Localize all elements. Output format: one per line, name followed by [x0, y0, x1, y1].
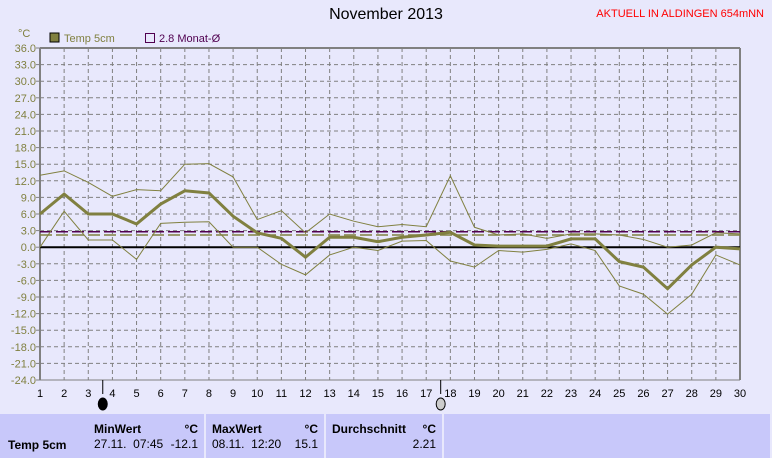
y-tick-label: 30.0	[15, 76, 36, 88]
max-value: 15.1	[294, 437, 318, 451]
x-tick-label: 25	[613, 388, 625, 400]
x-tick-label: 21	[517, 388, 529, 400]
min-cell: MinWert °C 27.11. 07:45 -12.1	[88, 414, 206, 458]
x-tick-label: 22	[541, 388, 553, 400]
mean-line	[39, 189, 741, 291]
x-tick-label: 16	[396, 388, 408, 400]
y-tick-label: -24.0	[11, 375, 36, 387]
x-tick-label: 2	[61, 388, 67, 400]
max-line	[39, 163, 741, 248]
x-tick-label: 7	[182, 388, 188, 400]
x-tick-label: 30	[734, 388, 746, 400]
temperature-chart: 36.033.030.027.024.021.018.015.012.09.06…	[11, 28, 746, 411]
avg-cell: Durchschnitt °C 2.21	[326, 414, 444, 458]
legend-swatch-average	[145, 33, 155, 43]
x-tick-label: 13	[324, 388, 336, 400]
chart-title: November 2013	[329, 6, 443, 23]
y-tick-label: 12.0	[15, 176, 36, 188]
y-tick-label: 24.0	[15, 109, 36, 121]
y-tick-label: -21.0	[11, 358, 36, 370]
row-label: Temp 5cm	[8, 438, 67, 452]
y-tick-label: -6.0	[17, 275, 36, 287]
y-tick-label: 18.0	[15, 143, 36, 155]
table-row-label-cell: Temp 5cm	[0, 414, 90, 458]
x-tick-label: 28	[686, 388, 698, 400]
legend-label-temp: Temp 5cm	[64, 33, 115, 45]
max-unit: °C	[304, 422, 318, 436]
max-cell: MaxWert °C 08.11. 12:20 15.1	[206, 414, 326, 458]
x-tick-label: 11	[276, 388, 287, 400]
avg-value: 2.21	[412, 437, 436, 451]
avg-header: Durchschnitt	[332, 422, 407, 436]
y-tick-label: -18.0	[11, 342, 36, 354]
full-moon-icon	[435, 397, 446, 411]
x-tick-label: 12	[299, 388, 311, 400]
legend-label-average: 2.8 Monat-Ø	[159, 33, 221, 45]
x-tick-label: 4	[109, 388, 115, 400]
x-tick-label: 5	[133, 388, 139, 400]
x-tick-label: 15	[372, 388, 384, 400]
x-tick-label: 20	[492, 388, 504, 400]
y-tick-label: 33.0	[15, 60, 36, 72]
y-tick-label: 21.0	[15, 126, 36, 138]
y-tick-label: 6.0	[21, 209, 36, 221]
min-header: MinWert	[94, 422, 142, 436]
y-tick-label: 3.0	[21, 226, 36, 238]
x-tick-label: 3	[85, 388, 91, 400]
legend-swatch-temp	[49, 32, 60, 43]
x-tick-label: 27	[661, 388, 673, 400]
min-unit: °C	[184, 422, 198, 436]
x-tick-label: 1	[37, 388, 43, 400]
x-tick-label: 18	[444, 388, 456, 400]
x-tick-label: 14	[348, 388, 360, 400]
x-tick-label: 6	[158, 388, 164, 400]
y-tick-label: -9.0	[17, 292, 36, 304]
x-tick-label: 8	[206, 388, 212, 400]
location-banner: AKTUELL IN ALDINGEN 654mNN	[596, 8, 764, 20]
y-tick-label: 0.0	[21, 242, 36, 254]
y-tick-label: 15.0	[15, 159, 36, 171]
y-tick-label: -15.0	[11, 325, 36, 337]
x-tick-label: 23	[565, 388, 577, 400]
min-value: -12.1	[170, 437, 198, 451]
x-tick-label: 29	[710, 388, 722, 400]
max-header: MaxWert	[212, 422, 262, 436]
x-tick-label: 17	[420, 388, 432, 400]
y-tick-label: 36.0	[15, 43, 36, 55]
new-moon-icon	[97, 397, 108, 411]
min-line	[39, 210, 741, 315]
y-tick-label: -3.0	[17, 259, 36, 271]
x-tick-label: 26	[637, 388, 649, 400]
y-tick-label: 9.0	[21, 192, 36, 204]
x-tick-label: 10	[251, 388, 263, 400]
y-tick-label: 27.0	[15, 93, 36, 105]
x-tick-label: 24	[589, 388, 601, 400]
min-time: 27.11. 07:45	[94, 437, 164, 451]
x-tick-label: 19	[468, 388, 480, 400]
y-axis-unit: °C	[18, 28, 30, 40]
y-tick-label: -12.0	[11, 309, 36, 321]
max-time: 08.11. 12:20	[212, 437, 282, 451]
avg-unit: °C	[422, 422, 436, 436]
x-tick-label: 9	[230, 388, 236, 400]
empty-cell	[444, 414, 770, 458]
